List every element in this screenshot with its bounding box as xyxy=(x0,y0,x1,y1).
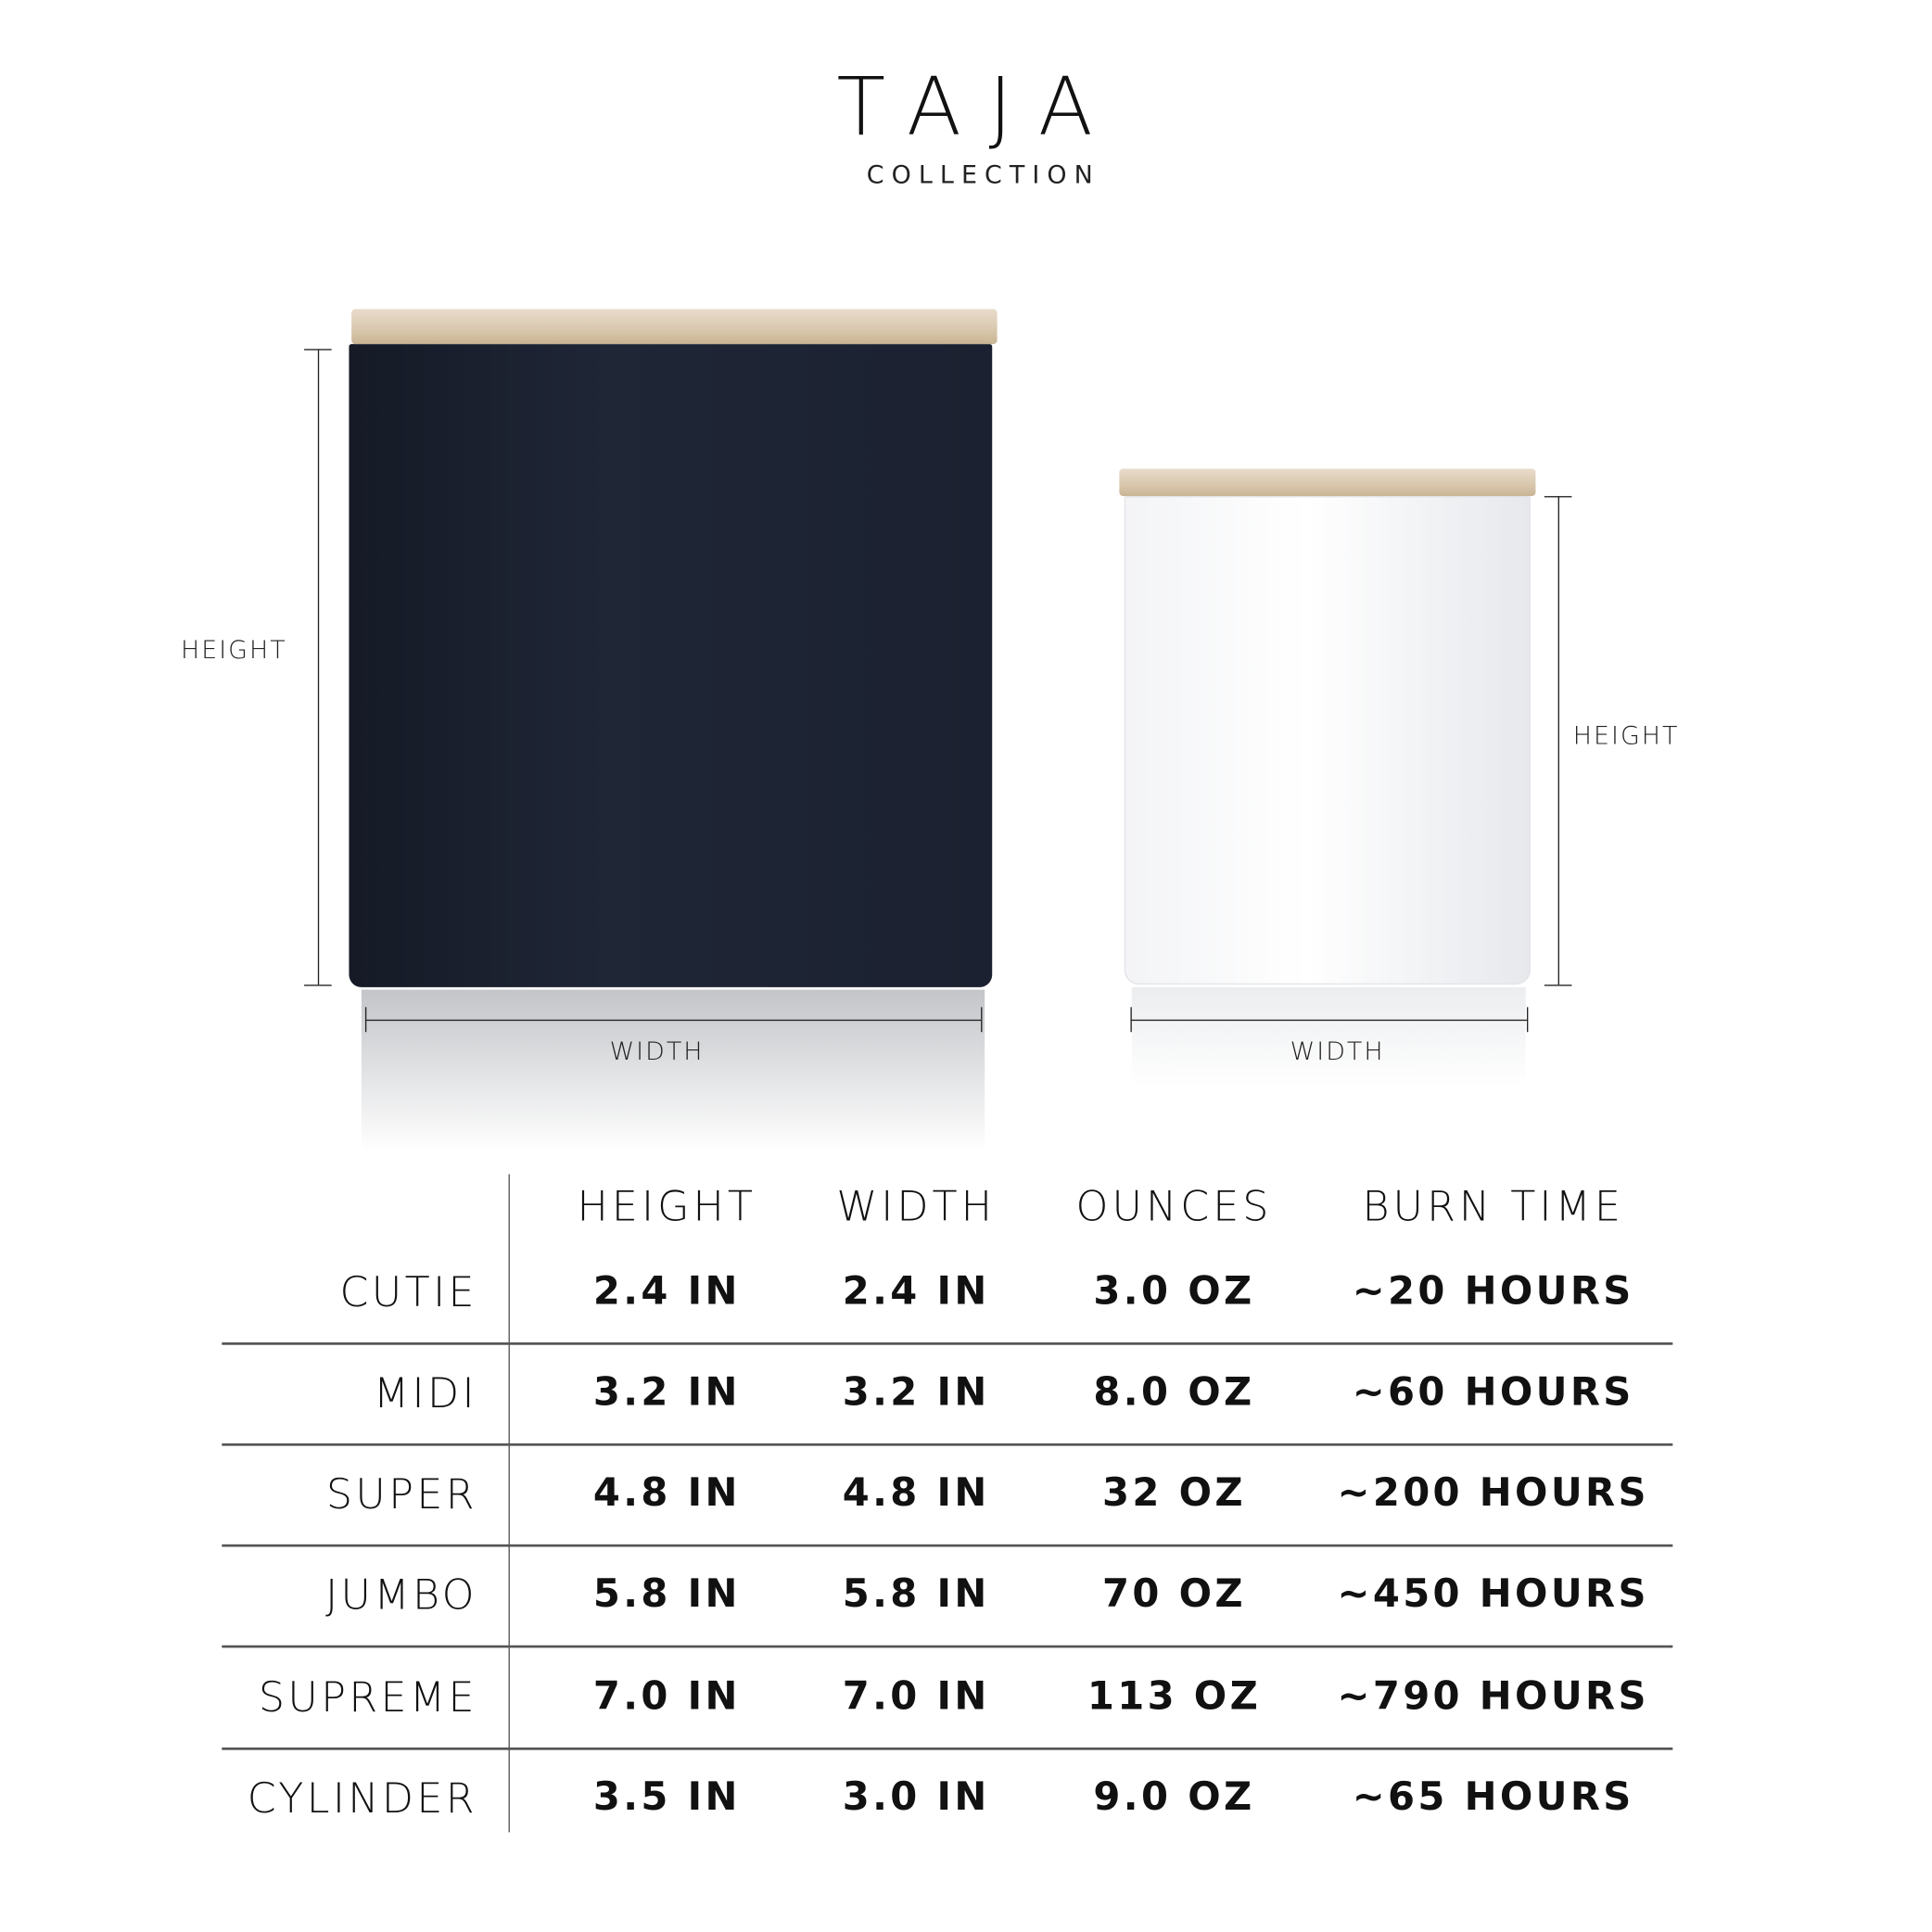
height-dimension-line xyxy=(317,349,320,985)
white-jar-reflection xyxy=(1131,986,1526,1087)
column-header: WIDTH xyxy=(836,1181,997,1231)
table-cell: 8.0 OZ xyxy=(1093,1369,1255,1416)
black-square-jar xyxy=(349,344,993,987)
row-separator xyxy=(222,1747,1673,1750)
table-cell: 2.4 IN xyxy=(592,1268,741,1315)
row-name: SUPER xyxy=(325,1469,477,1519)
row-separator xyxy=(222,1544,1673,1546)
table-cell: 70 OZ xyxy=(1102,1571,1246,1617)
white-cylinder-jar xyxy=(1124,496,1532,985)
table-cell: 3.2 IN xyxy=(842,1369,990,1416)
dimension-tick xyxy=(1130,1007,1132,1033)
dimension-tick xyxy=(1527,1007,1529,1033)
table-cell: ~450 HOURS xyxy=(1337,1571,1649,1617)
column-header: HEIGHT xyxy=(577,1181,757,1231)
height-label: HEIGHT xyxy=(180,634,287,665)
row-name: CUTIE xyxy=(339,1267,477,1316)
row-name: JUMBO xyxy=(325,1570,477,1620)
table-cell: ~20 HOURS xyxy=(1352,1268,1634,1315)
table-cell: 3.2 IN xyxy=(592,1369,741,1416)
width-label: WIDTH xyxy=(609,1036,705,1066)
brand-logo: TAJA xyxy=(836,62,1121,155)
black-jar-wood-lid xyxy=(351,309,998,345)
width-dimension-line xyxy=(364,1019,982,1022)
table-cell: ~60 HOURS xyxy=(1352,1369,1634,1416)
table-cell: 5.8 IN xyxy=(842,1571,990,1617)
row-separator xyxy=(222,1645,1673,1647)
table-cell: 7.0 IN xyxy=(842,1673,990,1720)
table-cell: 5.8 IN xyxy=(592,1571,741,1617)
dimension-tick xyxy=(304,349,332,350)
table-cell: 32 OZ xyxy=(1102,1470,1246,1516)
column-header: BURN TIME xyxy=(1362,1181,1624,1231)
table-cell: 7.0 IN xyxy=(592,1673,741,1720)
white-jar-wood-lid xyxy=(1119,468,1536,497)
table-cell: ~790 HOURS xyxy=(1337,1673,1649,1720)
row-name: MIDI xyxy=(373,1368,477,1417)
dimension-tick xyxy=(981,1007,983,1033)
dimension-tick xyxy=(364,1007,367,1033)
row-separator xyxy=(222,1342,1673,1345)
dimension-tick xyxy=(1544,496,1572,498)
column-header: OUNCES xyxy=(1075,1181,1273,1231)
height-dimension-line xyxy=(1557,496,1559,985)
table-cell: ~200 HOURS xyxy=(1337,1470,1649,1516)
table-cell: 3.0 OZ xyxy=(1093,1268,1255,1315)
table-cell: ~65 HOURS xyxy=(1352,1774,1634,1820)
table-cell: 2.4 IN xyxy=(842,1268,990,1315)
height-label: HEIGHT xyxy=(1572,720,1680,751)
table-cell: 113 OZ xyxy=(1087,1673,1262,1720)
table-cell: 3.5 IN xyxy=(592,1774,741,1820)
table-cell: 9.0 OZ xyxy=(1093,1774,1255,1820)
row-name: SUPREME xyxy=(258,1672,477,1722)
width-label: WIDTH xyxy=(1290,1036,1385,1066)
table-cell: 4.8 IN xyxy=(842,1470,990,1516)
brand-subtitle: COLLECTION xyxy=(866,159,1100,190)
row-name: CYLINDER xyxy=(247,1773,477,1823)
row-separator xyxy=(222,1443,1673,1445)
black-jar-reflection xyxy=(361,989,985,1152)
table-cell: 4.8 IN xyxy=(592,1470,741,1516)
width-dimension-line xyxy=(1130,1019,1528,1022)
table-column-divider xyxy=(508,1174,510,1833)
table-cell: 3.0 IN xyxy=(842,1774,990,1820)
